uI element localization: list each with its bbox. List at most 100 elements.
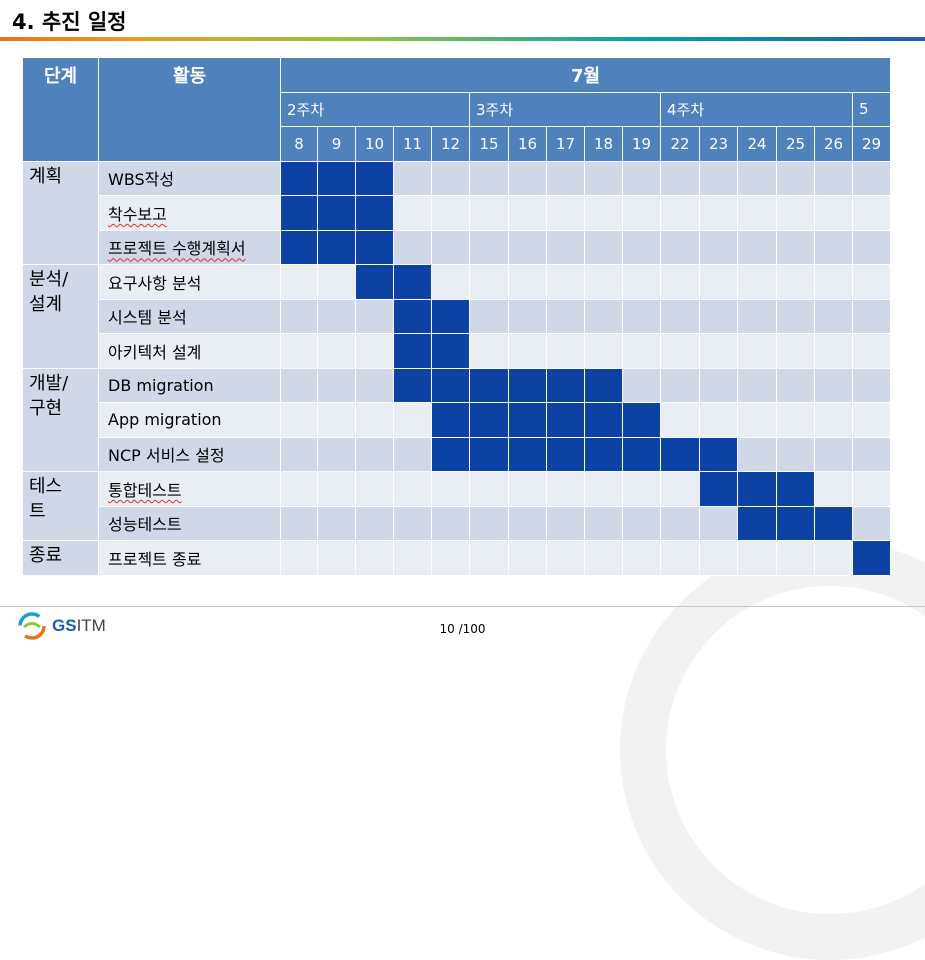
gantt-empty-cell (469, 298, 509, 334)
gantt-empty-cell (660, 264, 700, 300)
header-day: 11 (393, 126, 432, 162)
gantt-empty-cell (546, 160, 585, 196)
gantt-empty-cell (469, 195, 509, 231)
gantt-bar-cell (431, 367, 470, 403)
stage-label: 테스 트 (22, 471, 99, 541)
gantt-empty-cell (622, 505, 661, 541)
gantt-row: 아키텍처 설계 (23, 333, 891, 369)
gantt-empty-cell (317, 402, 356, 438)
header-days-row: 8 9 10 11 12 15 16 17 18 19 22 23 24 25 26 29 (23, 126, 891, 162)
gantt-row: 계획 WBS작성 (22, 160, 891, 265)
gantt-empty-cell (584, 264, 623, 300)
gantt-bar-cell (660, 436, 700, 472)
gantt-empty-cell (699, 229, 738, 265)
gantt-empty-cell (814, 402, 853, 438)
gantt-empty-cell (280, 471, 318, 507)
gantt-empty-cell (776, 333, 815, 369)
gantt-bar-cell (355, 229, 394, 265)
gantt-empty-cell (546, 229, 585, 265)
gantt-empty-cell (469, 160, 509, 196)
gantt-empty-cell (699, 367, 738, 403)
activity-label: 프로젝트 종료 (98, 540, 281, 576)
gantt-bar-cell (699, 471, 738, 507)
gantt-empty-cell (737, 402, 777, 438)
gantt-bar-cell (546, 367, 585, 403)
stage-label: 종료 (22, 540, 99, 576)
gantt-bar-cell (393, 298, 432, 334)
gantt-empty-cell (317, 505, 356, 541)
footer-divider (0, 606, 925, 607)
gantt-bar-cell (584, 402, 623, 438)
gantt-empty-cell (431, 229, 470, 265)
gantt-empty-cell (393, 195, 432, 231)
gantt-bar-cell (584, 367, 623, 403)
gantt-row: 개발/구현 DB migration (22, 367, 891, 472)
gantt-bar-cell (852, 540, 891, 576)
gantt-empty-cell (699, 505, 738, 541)
gantt-empty-cell (584, 505, 623, 541)
gantt-empty-cell (393, 229, 432, 265)
gantt-empty-cell (508, 195, 547, 231)
gantt-empty-cell (584, 333, 623, 369)
gantt-empty-cell (584, 195, 623, 231)
gantt-row: 분석/설계 요구사항 분석 (22, 264, 891, 369)
title-underline (0, 37, 925, 41)
gantt-empty-cell (280, 436, 318, 472)
gantt-empty-cell (852, 333, 891, 369)
gantt-bar-cell (393, 264, 432, 300)
gantt-empty-cell (660, 333, 700, 369)
gantt-empty-cell (508, 471, 547, 507)
gantt-bar-cell (776, 471, 815, 507)
gantt-empty-cell (355, 540, 394, 576)
gantt-empty-cell (776, 402, 815, 438)
gantt-empty-cell (393, 540, 432, 576)
gantt-empty-cell (355, 333, 394, 369)
header-day: 24 (737, 126, 777, 162)
gantt-bar-cell (508, 436, 547, 472)
stage-label: 개발/구현 (22, 367, 99, 472)
header-day: 23 (699, 126, 738, 162)
gantt-empty-cell (737, 229, 777, 265)
gantt-empty-cell (737, 333, 777, 369)
gantt-empty-cell (814, 367, 853, 403)
gantt-empty-cell (280, 264, 318, 300)
gantt-empty-cell (508, 229, 547, 265)
gantt-empty-cell (546, 298, 585, 334)
gantt-bar-cell (431, 436, 470, 472)
gantt-empty-cell (699, 195, 738, 231)
activity-label: 시스템 분석 (98, 298, 281, 334)
gantt-empty-cell (852, 367, 891, 403)
gantt-row: App migration (23, 402, 891, 438)
gantt-empty-cell (317, 540, 356, 576)
gantt-empty-cell (280, 402, 318, 438)
gantt-empty-cell (776, 195, 815, 231)
gantt-empty-cell (852, 264, 891, 300)
header-day: 16 (508, 126, 547, 162)
gantt-empty-cell (280, 367, 318, 403)
gantt-bar-cell (355, 264, 394, 300)
page-title: 4. 추진 일정 (12, 10, 127, 34)
stage-label: 계획 (22, 160, 99, 265)
gantt-row: 종료 프로젝트 종료 (22, 540, 891, 576)
gantt-bar-cell (699, 436, 738, 472)
gantt-empty-cell (814, 471, 853, 507)
gantt-empty-cell (584, 540, 623, 576)
gantt-empty-cell (737, 540, 777, 576)
gantt-bar-cell (280, 160, 318, 196)
gantt-empty-cell (584, 229, 623, 265)
gantt-empty-cell (355, 367, 394, 403)
header-week: 4주차 (660, 91, 853, 127)
schedule-gantt-table: 단계 활동 7월 2주차 3주차 4주차 5 8 9 10 11 12 15 16 17 18 1… (22, 57, 891, 576)
gantt-bar-cell (776, 505, 815, 541)
background-watermark-arc (620, 540, 925, 960)
stage-label: 분석/설계 (22, 264, 99, 369)
gantt-empty-cell (814, 195, 853, 231)
gantt-empty-cell (431, 505, 470, 541)
gantt-bar-cell (280, 195, 318, 231)
gantt-empty-cell (814, 264, 853, 300)
activity-label: 아키텍처 설계 (98, 333, 281, 369)
header-day: 26 (814, 126, 853, 162)
gantt-empty-cell (852, 402, 891, 438)
gantt-empty-cell (660, 471, 700, 507)
gantt-empty-cell (546, 264, 585, 300)
